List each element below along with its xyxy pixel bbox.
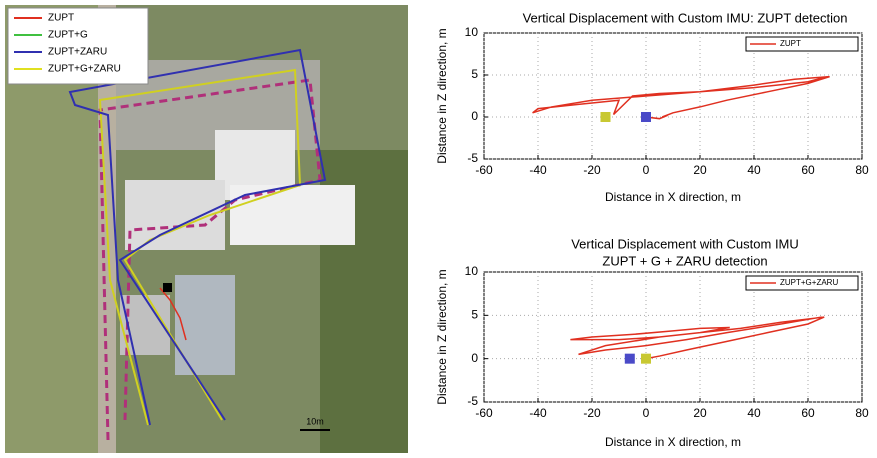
legend-label: ZUPT+G+ZARU [48, 64, 121, 75]
position-marker [641, 354, 651, 364]
legend-label: ZUPT+ZARU [48, 47, 107, 58]
y-tick-label: 5 [471, 308, 478, 322]
start-marker [163, 283, 172, 292]
chart-title: Vertical Displacement with Custom IMU: Z… [523, 10, 848, 25]
y-tick-label: 0 [471, 109, 478, 123]
x-tick-label: 0 [643, 406, 650, 420]
legend-label: ZUPT+G+ZARU [780, 278, 838, 287]
scale-label: 10m [306, 416, 324, 426]
y-tick-label: -5 [467, 151, 478, 165]
x-tick-label: -40 [529, 406, 547, 420]
x-tick-label: -20 [583, 163, 601, 177]
x-tick-label: 20 [693, 163, 707, 177]
x-tick-label: 20 [693, 406, 707, 420]
x-tick-label: 60 [801, 163, 815, 177]
position-marker [641, 112, 651, 122]
position-marker [625, 354, 635, 364]
y-tick-label: 5 [471, 67, 478, 81]
y-tick-label: 10 [465, 264, 479, 278]
page: 10m ZUPT ZUPT+G ZUPT+ZARU ZUPT+G+ZARU -60 -4… [0, 0, 877, 458]
y-tick-label: 10 [465, 25, 479, 39]
x-tick-label: -60 [475, 406, 493, 420]
y-tick-label: -5 [467, 394, 478, 408]
x-tick-label: 0 [643, 163, 650, 177]
x-tick-label: 40 [747, 406, 761, 420]
y-tick-label: 0 [471, 351, 478, 365]
x-axis-label: Distance in X direction, m [605, 435, 741, 449]
x-tick-label: -40 [529, 163, 547, 177]
legend-label: ZUPT [48, 13, 74, 24]
chart-title: Vertical Displacement with Custom IMU [571, 236, 799, 251]
x-tick-label: 80 [855, 163, 869, 177]
x-tick-label: -60 [475, 163, 493, 177]
y-axis-label: Distance in Z direction, m [435, 28, 449, 163]
legend-label: ZUPT [780, 39, 801, 48]
x-tick-label: -20 [583, 406, 601, 420]
figure: 10m ZUPT ZUPT+G ZUPT+ZARU ZUPT+G+ZARU -60 -4… [0, 0, 877, 453]
legend-label: ZUPT+G [48, 30, 88, 41]
x-tick-label: 80 [855, 406, 869, 420]
x-axis-label: Distance in X direction, m [605, 190, 741, 204]
map-legend: ZUPT ZUPT+G ZUPT+ZARU ZUPT+G+ZARU [8, 8, 148, 84]
x-tick-label: 60 [801, 406, 815, 420]
plot-area [484, 33, 862, 159]
x-tick-label: 40 [747, 163, 761, 177]
building [175, 275, 235, 375]
chart-subtitle: ZUPT + G + ZARU detection [602, 253, 767, 268]
y-axis-label: Distance in Z direction, m [435, 269, 449, 404]
plot-area [484, 272, 862, 402]
position-marker [601, 112, 611, 122]
map: 10m ZUPT ZUPT+G ZUPT+ZARU ZUPT+G+ZARU [5, 5, 408, 453]
